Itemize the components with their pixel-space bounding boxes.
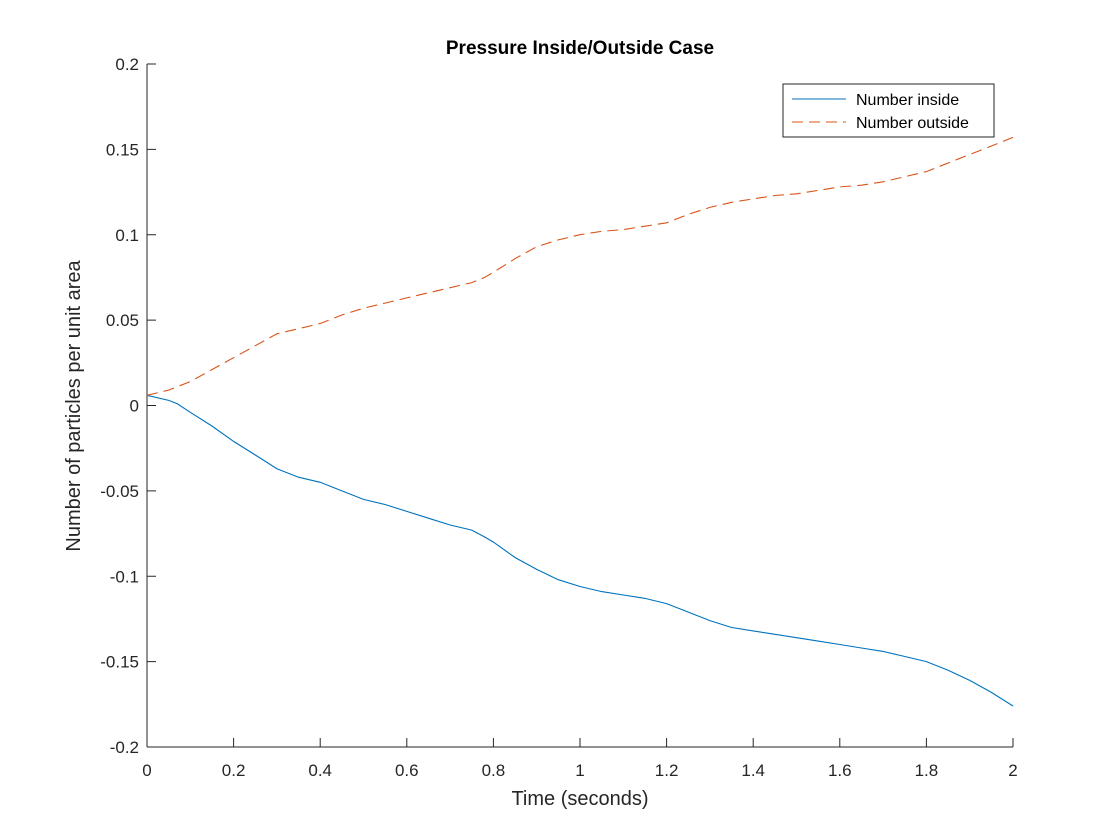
y-tick-label: 0.05 (106, 311, 139, 330)
y-tick-label: 0 (130, 397, 139, 416)
x-tick-label: 1.6 (828, 761, 852, 780)
legend-entry: Number inside (856, 92, 959, 109)
series-line-1 (146, 394, 1014, 707)
x-tick-label: 0.2 (222, 761, 246, 780)
x-tick-label: 0.6 (395, 761, 419, 780)
y-tick-label: -0.1 (110, 567, 139, 586)
y-tick-label: -0.15 (100, 653, 139, 672)
legend: Number inside Number outside (782, 83, 995, 138)
x-tick-label: 1 (575, 761, 584, 780)
x-tick-label: 2 (1008, 761, 1017, 780)
y-axis-label: Number of particles per unit area (63, 259, 85, 551)
plot-area: 0 0.2 0.4 0.6 0.8 1 1.2 1.4 1.6 1.8 2 -0.2 -0.15 -0.1… (100, 55, 1017, 780)
y-tick-label: -0.05 (100, 482, 139, 501)
x-tick-label: 1.4 (741, 761, 765, 780)
chart-title: Pressure Inside/Outside Case (446, 38, 714, 59)
y-tick-label: 0.15 (106, 140, 139, 159)
x-tick-label: 0.8 (482, 761, 506, 780)
x-tick-label: 1.2 (655, 761, 679, 780)
x-tick-label: 0 (142, 761, 151, 780)
legend-entry: Number outside (856, 115, 969, 132)
legend-box (782, 83, 995, 138)
x-tick-label: 1.8 (915, 761, 939, 780)
x-tick-label: 0.4 (308, 761, 332, 780)
series-line-2 (146, 136, 1014, 396)
y-tick-label: 0.1 (115, 226, 139, 245)
y-tick-label: 0.2 (115, 55, 139, 74)
x-axis-label: Time (seconds) (511, 788, 648, 810)
y-tick-label: -0.2 (110, 738, 139, 757)
